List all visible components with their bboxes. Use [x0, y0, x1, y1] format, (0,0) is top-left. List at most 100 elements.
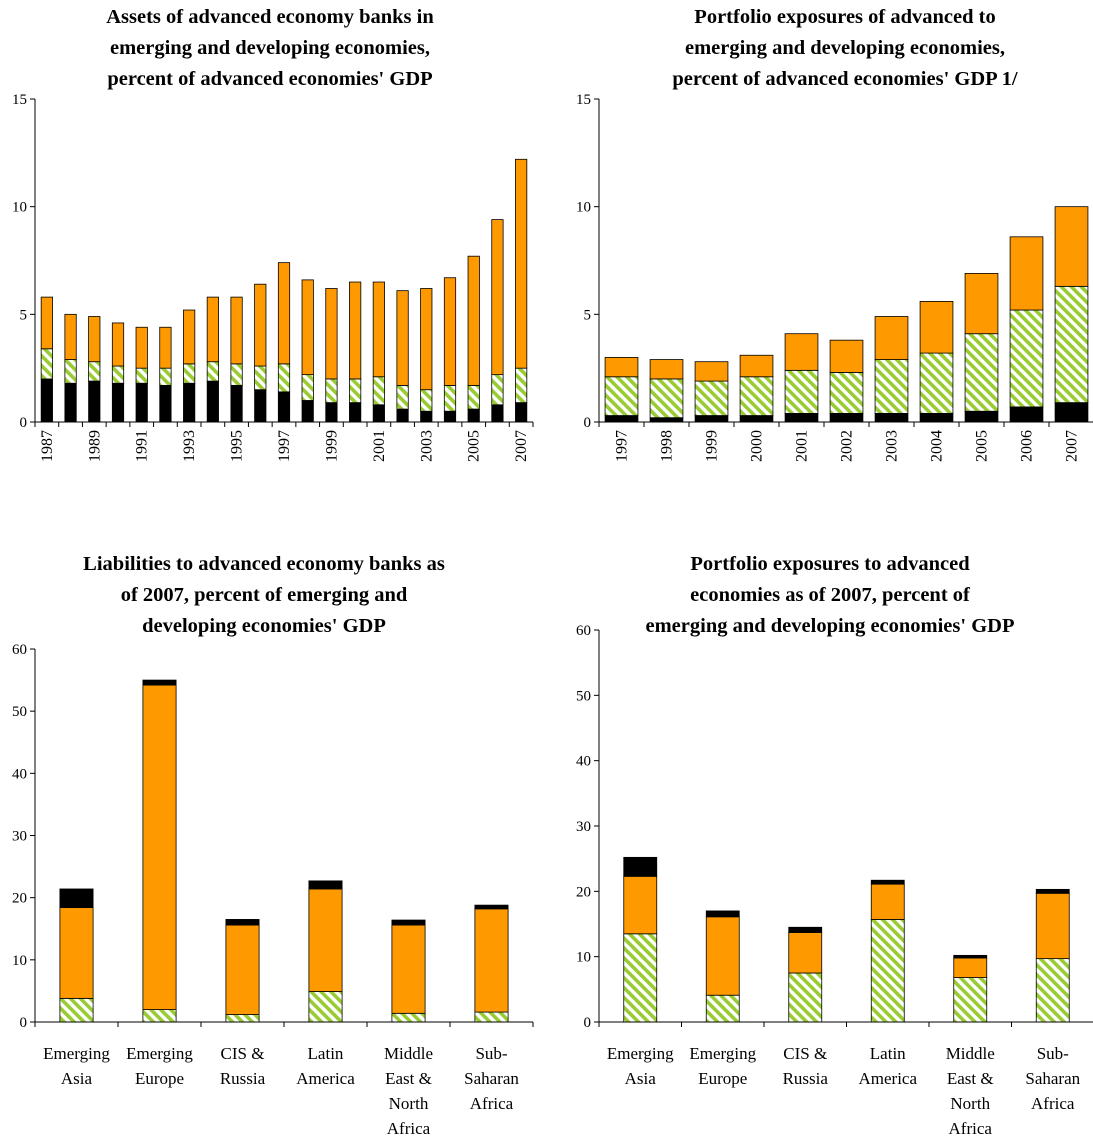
- y-tick-label: 50: [12, 704, 27, 720]
- x-tick-label: 1998: [659, 430, 676, 462]
- bar-segment-orange: [308, 888, 343, 992]
- bar-segment-orange: [372, 281, 385, 378]
- y-tick-label: 60: [576, 623, 591, 639]
- bar-segment-orange: [396, 290, 409, 386]
- x-tick-label: 2007: [1064, 430, 1081, 462]
- bar-segment-black: [142, 679, 177, 686]
- y-tick-label: 5: [20, 307, 28, 323]
- bar-segment-orange: [254, 283, 267, 367]
- y-tick-label: 40: [576, 754, 591, 770]
- bar-segment-black: [59, 888, 94, 909]
- chart-title-line-3: percent of advanced economies' GDP: [107, 68, 433, 90]
- bar-segment-green-hatch: [953, 977, 988, 1023]
- bar-segment-orange: [604, 356, 639, 378]
- bar-segment-green-hatch: [739, 376, 774, 416]
- bar-segment-orange: [135, 326, 148, 369]
- chart-title-line-2: emerging and developing economies,: [684, 37, 1005, 59]
- bar-segment-orange: [349, 281, 362, 380]
- bar-segment-orange: [59, 907, 94, 999]
- x-category-label: Emerging Asia: [43, 1044, 110, 1088]
- x-tick-label: 2004: [929, 430, 946, 462]
- bar-segment-orange: [159, 326, 172, 369]
- bar-segment-orange: [788, 932, 823, 974]
- bar-segment-black: [308, 880, 343, 890]
- chart-title-line-1: Portfolio exposures of advanced to: [694, 6, 996, 28]
- x-tick-label: 1999: [704, 430, 721, 462]
- x-tick-label: 2005: [466, 430, 483, 462]
- x-category-label: Latin America: [296, 1044, 355, 1088]
- chart-title-line-1: Liabilities to advanced economy banks as: [83, 553, 445, 575]
- x-tick-label: 2001: [794, 430, 811, 462]
- bar-segment-black: [953, 954, 988, 959]
- x-category-label: Emerging Asia: [607, 1044, 674, 1088]
- x-category-label: Sub-Saharan Africa: [1025, 1044, 1080, 1113]
- bar-segment-black: [225, 919, 260, 926]
- bar-segment-orange: [443, 277, 457, 386]
- chart-title: Liabilities to advanced economy banks as…: [14, 549, 514, 642]
- y-tick-label: 15: [12, 92, 27, 108]
- chart-title: Portfolio exposures of advanced to emerg…: [595, 2, 1093, 95]
- x-tick-label: 2003: [884, 430, 901, 462]
- bar-segment-orange: [225, 924, 260, 1015]
- x-category-label: Emerging Europe: [126, 1044, 193, 1088]
- y-tick-label: 10: [12, 953, 27, 969]
- x-tick-label: 1987: [39, 430, 56, 462]
- x-tick-label: 2003: [418, 430, 435, 462]
- bar-segment-green-hatch: [694, 380, 729, 416]
- bar-segment-black: [1035, 888, 1070, 894]
- bar-segment-green-hatch: [705, 994, 740, 1023]
- y-tick-label: 10: [576, 200, 591, 216]
- bar-segment-black: [870, 879, 905, 885]
- bar-segment-black: [705, 910, 740, 918]
- bar-segment-green-hatch: [623, 933, 658, 1023]
- bar-segment-orange: [40, 296, 53, 350]
- y-tick-label: 0: [20, 1015, 28, 1031]
- y-tick-label: 5: [584, 307, 592, 323]
- bar-segment-orange: [206, 296, 219, 363]
- bar-segment-orange: [230, 296, 243, 365]
- bar-segment-orange: [391, 924, 426, 1014]
- x-tick-label: 1989: [86, 430, 103, 462]
- y-tick-label: 50: [576, 688, 591, 704]
- bar-segment-black: [623, 856, 658, 877]
- bar-segment-black: [391, 919, 426, 926]
- y-tick-label: 0: [584, 1015, 592, 1031]
- bar-segment-green-hatch: [919, 352, 954, 414]
- chart-title-line-3: percent of advanced economies' GDP 1/: [672, 68, 1018, 90]
- y-tick-label: 20: [576, 884, 591, 900]
- bar-segment-orange: [964, 273, 999, 335]
- y-tick-label: 60: [12, 642, 27, 658]
- bar-segment-orange: [784, 333, 819, 371]
- bar-segment-orange: [301, 279, 314, 376]
- bar-segment-orange: [474, 908, 509, 1013]
- x-category-label: Middle East & North Africa: [946, 1044, 995, 1138]
- x-category-label: Latin America: [858, 1044, 917, 1088]
- bar-segment-green-hatch: [829, 372, 864, 414]
- bar-segment-orange: [1054, 206, 1089, 287]
- bar-segment-orange: [694, 361, 729, 382]
- bar-segment-orange: [88, 316, 101, 363]
- chart-title: Portfolio exposures to advanced economie…: [580, 549, 1080, 642]
- bar-segment-orange: [1009, 236, 1044, 311]
- x-category-label: Sub-Saharan Africa: [464, 1044, 519, 1113]
- x-tick-label: 1997: [614, 430, 631, 462]
- x-tick-label: 1995: [229, 430, 246, 462]
- bar-segment-green-hatch: [1054, 285, 1089, 404]
- bar-segment-orange: [739, 354, 774, 378]
- bar-segment-orange: [829, 339, 864, 373]
- x-tick-label: 1991: [134, 430, 151, 462]
- bar-segment-orange: [515, 158, 528, 369]
- bar-segment-orange: [142, 684, 177, 1010]
- x-tick-label: 1999: [323, 430, 340, 462]
- bar-segment-orange: [953, 957, 988, 978]
- y-tick-label: 10: [576, 950, 591, 966]
- bar-segment-orange: [874, 316, 909, 360]
- x-tick-label: 2000: [749, 430, 766, 462]
- x-tick-label: 2002: [839, 430, 856, 462]
- bar-segment-green-hatch: [649, 378, 684, 419]
- bar-segment-orange: [183, 309, 196, 365]
